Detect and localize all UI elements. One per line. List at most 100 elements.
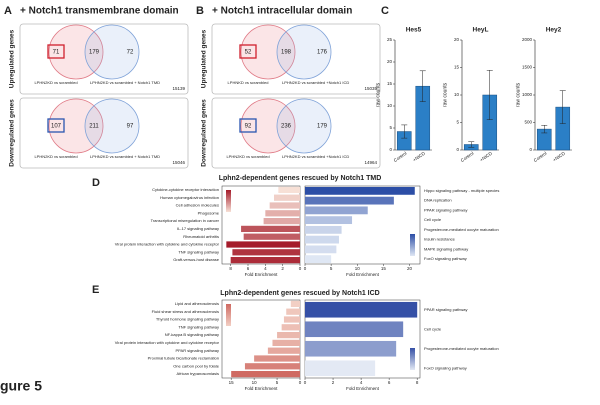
panel-letter: E [92,284,99,296]
error-bar [468,141,475,148]
x-tick-label: 6 [388,380,391,385]
y-axis-label: raw counts [442,82,448,107]
y-tick-label: 15 [387,81,393,86]
bar [305,301,418,318]
y-tick-label: 20 [454,37,460,42]
term-label: TNF signaling pathway [178,324,219,329]
bar [290,300,300,308]
term-label: Insulin resistance [424,237,456,242]
term-label: African trypanosomiasis [177,371,219,376]
x-tick-label: 2 [281,266,284,271]
y-tick-label: 500 [524,120,532,125]
venn-left [240,98,296,154]
venn-right [84,24,140,80]
x-tick-label: 10 [355,266,361,271]
venn-count: 236 [281,124,292,130]
x-tick-label: 6 [247,266,250,271]
term-label: PPAR signaling pathway [175,348,219,353]
bar [272,339,300,347]
venn-count: 176 [317,50,328,56]
bar [286,308,300,315]
x-tick-label: 8 [416,380,419,385]
x-tick-label: +NICD [479,150,494,162]
bar [244,363,300,370]
error-bar [541,125,548,134]
bar [263,217,300,225]
x-axis-label: Fold Enrichment [346,386,380,391]
venn-box [211,97,381,169]
x-tick-label: Control [460,151,475,163]
term-label: Proximal tubule bicarbonate reclamation [148,356,219,361]
term-label: FoxO signaling pathway [424,365,467,370]
figure-label: gure 5 [0,378,42,394]
panel-title: + Notch1 transmembrane domain [20,6,179,17]
highlight-box [239,44,257,59]
term-label: Lipid and atherosclerosis [175,301,219,306]
term-label: DNA replication [424,198,452,203]
venn-count: 52 [245,50,252,56]
y-tick-label: 15 [454,65,460,70]
x-tick-label: 20 [407,266,413,271]
term-label: NF-kappa B signaling pathway [165,332,219,337]
y-tick-label: 20 [387,59,393,64]
term-label: Cytokine-cytokine receptor interaction [152,187,219,192]
x-tick-label: 15 [381,266,387,271]
venn-box [19,97,189,169]
panel-letter: A [4,5,12,17]
venn-left [240,24,296,80]
bar [274,194,300,201]
x-axis-label: Fold Enrichment [346,272,380,277]
y-tick-label: 1000 [522,92,533,97]
x-tick-label: 2 [332,380,335,385]
venn-label: LPHNKD vs scrambled [228,80,269,85]
term-label: Transcriptional misregulation in cancer [151,218,220,223]
y-tick-label: 0 [456,147,459,152]
highlight-box [239,118,257,133]
bar [243,233,300,240]
x-tick-label: 4 [264,266,267,271]
y-tick-label: 2000 [522,37,533,42]
term-label: One carbon pool by folate [173,363,220,368]
chart-title: Hes5 [406,27,422,34]
venn-count: 179 [317,124,328,130]
bar [305,321,404,338]
venn-left [48,98,104,154]
error-bar [559,90,566,124]
term-label: PPAR signaling pathway [424,307,468,312]
bar [281,324,300,331]
x-tick-label: 0 [304,266,307,271]
term-label: Rheumatoid arthritis [183,234,219,239]
row-label: Downregulated genes [201,99,208,167]
term-label: IL-17 signaling pathway [177,226,219,231]
venn-count: 97 [127,124,134,130]
term-label: Progesterone-mediated oocyte maturation [424,346,499,351]
venn-count: 92 [245,124,252,130]
y-tick-label: 0 [389,147,392,152]
bar [283,316,300,323]
term-label: FoxO signaling pathway [424,256,467,261]
venn-left [48,24,104,80]
x-tick-label: 0 [304,380,307,385]
x-tick-label: Control [533,151,548,163]
bar [305,225,342,234]
bar [305,186,415,195]
colorbar [410,234,415,256]
bar [277,331,300,339]
x-tick-label: +NICD [412,150,427,162]
bar [305,245,337,254]
bar [305,255,332,264]
venn-label: LPHN2KD vs scrambled [226,154,269,159]
venn-box [19,23,189,95]
row-label: Upregulated genes [201,29,208,88]
x-tick-label: Control [393,151,408,163]
venn-count: 179 [89,50,100,56]
panel-title: + Notch1 intracellular domain [212,6,352,17]
chart-title: Hey2 [546,27,562,34]
row-label: Upregulated genes [9,29,16,88]
bar [305,216,353,225]
venn-right [276,24,332,80]
venn-count: 72 [127,50,134,56]
bar [226,241,300,248]
